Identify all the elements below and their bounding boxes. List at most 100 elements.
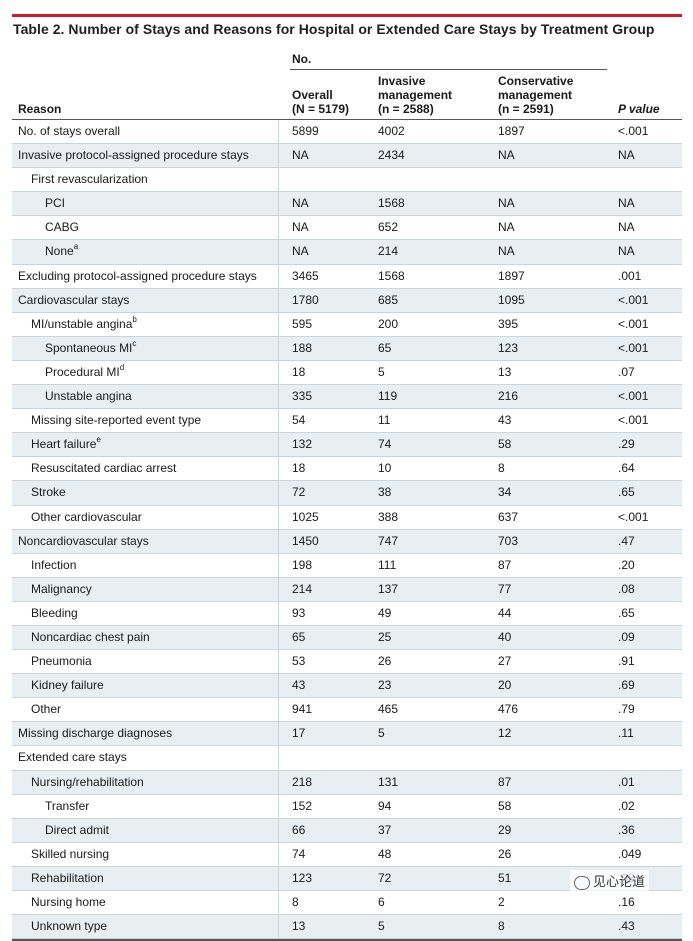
conservative-value: 87 (498, 774, 512, 789)
conservative-value: 58 (498, 798, 512, 813)
p-value: <.001 (618, 413, 649, 428)
p-value: .64 (618, 461, 635, 476)
invasive-value: 2434 (378, 148, 405, 163)
invasive-value: 652 (378, 220, 399, 235)
column-separator (278, 746, 279, 770)
overall-value: NA (292, 196, 309, 211)
conservative-value: 1897 (498, 124, 525, 138)
row-reason-label: CABG (45, 220, 80, 235)
row-reason-label: Noncardiovascular stays (18, 533, 149, 548)
watermark: 见心论道 (570, 870, 650, 891)
column-separator (278, 818, 279, 842)
overall-value: 13 (292, 919, 306, 934)
row-reason-label: Kidney failure (31, 678, 104, 693)
row-reason-label: Invasive protocol-assigned procedure sta… (18, 148, 249, 163)
conservative-value: 8 (498, 461, 505, 476)
row-reason-label: Rehabilitation (31, 870, 104, 885)
title-accent-bar (12, 14, 682, 17)
table-row: Skilled nursing 74 48 26 .049 (12, 842, 682, 867)
column-separator (278, 770, 279, 794)
row-reason-label: Pneumonia (31, 654, 92, 669)
header-invasive: Invasive management (n = 2588) (378, 74, 453, 116)
overall-value: 188 (292, 340, 313, 355)
table-row: Missing discharge diagnoses 17 5 12 .11 (12, 722, 682, 747)
table-row: Kidney failure 43 23 20 .69 (12, 674, 682, 699)
invasive-value: 4002 (378, 124, 405, 138)
table-row: Noncardiovascular stays 1450 747 703 .47 (12, 529, 682, 554)
stays-table: No. Reason Overall (N = 5179) Invasive man… (12, 44, 682, 940)
p-value: .65 (618, 485, 635, 500)
column-separator (278, 312, 279, 336)
table-row: Pneumonia 53 26 27 .91 (12, 650, 682, 675)
invasive-value: 48 (378, 846, 392, 861)
p-value: .02 (618, 798, 635, 813)
invasive-value: 49 (378, 605, 392, 620)
row-reason-label: Infection (31, 557, 77, 572)
conservative-value: 476 (498, 702, 519, 717)
column-separator (278, 915, 279, 939)
invasive-value: 6 (378, 895, 385, 909)
invasive-value: 200 (378, 316, 399, 331)
table-header: No. Reason Overall (N = 5179) Invasive man… (12, 44, 682, 120)
table-row: Heart failuree 132 74 58 .29 (12, 433, 682, 458)
invasive-value: 23 (378, 678, 392, 693)
column-separator (278, 433, 279, 457)
p-value: .47 (618, 533, 635, 548)
table-row: Spontaneous MIc 188 65 123 <.001 (12, 336, 682, 361)
header-p-value: P value (618, 102, 660, 116)
conservative-value: 27 (498, 654, 512, 669)
conservative-value: 51 (498, 870, 512, 885)
table-row: Excluding protocol-assigned procedure st… (12, 264, 682, 289)
overall-value: 595 (292, 316, 313, 331)
column-separator (278, 264, 279, 288)
p-value: NA (618, 244, 635, 259)
conservative-value: 216 (498, 389, 519, 404)
row-reason-label: Extended care stays (18, 750, 127, 765)
conservative-value: 40 (498, 629, 512, 644)
overall-value: 214 (292, 581, 313, 596)
row-reason-label: Bleeding (31, 605, 78, 620)
table-row: Transfer 152 94 58 .02 (12, 794, 682, 819)
p-value: .07 (618, 364, 635, 379)
header-reason: Reason (18, 102, 62, 116)
invasive-value: 685 (378, 292, 399, 307)
invasive-value: 25 (378, 629, 392, 644)
invasive-value: 131 (378, 774, 399, 789)
column-separator (278, 529, 279, 553)
overall-value: 198 (292, 557, 313, 572)
invasive-value: 94 (378, 798, 392, 813)
row-reason-label: Nursing home (31, 895, 106, 909)
footnote-marker: a (73, 242, 79, 252)
conservative-value: 29 (498, 822, 512, 837)
invasive-value: 26 (378, 654, 392, 669)
overall-value: 18 (292, 364, 306, 379)
column-separator (278, 650, 279, 674)
overall-value: 53 (292, 654, 306, 669)
conservative-value: 58 (498, 437, 512, 452)
row-reason-label: Missing site-reported event type (31, 413, 202, 428)
conservative-value: 44 (498, 605, 512, 620)
column-separator (278, 698, 279, 722)
row-reason-label: Other (31, 702, 62, 717)
table-row: Stroke 72 38 34 .65 (12, 481, 682, 506)
header-overall: Overall (N = 5179) (292, 88, 350, 116)
header-no-label: No. (292, 52, 312, 66)
conservative-value: 2 (498, 895, 505, 909)
table-row: Nursing/rehabilitation 218 131 87 .01 (12, 770, 682, 795)
column-separator (278, 481, 279, 505)
overall-value: 3465 (292, 268, 319, 283)
invasive-value: 5 (378, 726, 385, 741)
p-value: .08 (618, 581, 635, 596)
table-row: No. of stays overall 5899 4002 1897 <.001 (12, 120, 682, 145)
invasive-value: 1568 (378, 268, 405, 283)
row-reason-label: Missing discharge diagnoses (18, 726, 173, 741)
p-value: <.001 (618, 389, 649, 404)
overall-value: 18 (292, 461, 306, 476)
conservative-value: NA (498, 148, 515, 163)
overall-value: 17 (292, 726, 306, 741)
column-separator (278, 409, 279, 433)
conservative-value: 26 (498, 846, 512, 861)
overall-value: 72 (292, 485, 306, 500)
row-reason-label: Stroke (31, 485, 66, 500)
overall-value: 335 (292, 389, 313, 404)
